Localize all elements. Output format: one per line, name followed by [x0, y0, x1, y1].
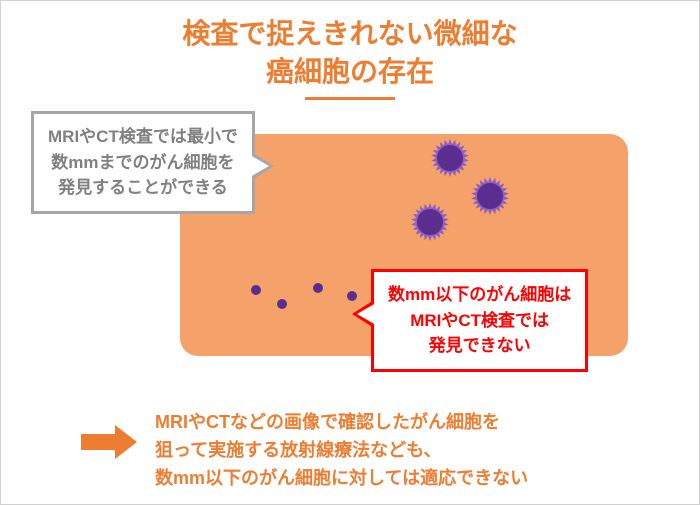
cancer-cell-small	[277, 299, 287, 309]
callout-bottom-tail-fill	[357, 303, 376, 325]
arrow-head	[115, 425, 137, 459]
callout-bottom-line2: MRIやCT検査では	[388, 308, 571, 334]
arrow-icon	[81, 429, 137, 455]
callout-bottom-line3: 発見できない	[388, 333, 571, 359]
conclusion-line3: 数mm以下のがん細胞に対しては適応できない	[155, 465, 528, 493]
title-line1: 検査で捉えきれない微細な	[1, 15, 699, 53]
callout-bottom-line1: 数mm以下のがん細胞は	[388, 282, 571, 308]
cancer-cell-large	[471, 177, 509, 215]
callout-top-tail-fill	[250, 155, 269, 177]
conclusion-line1: MRIやCTなどの画像で確認したがん細胞を	[155, 409, 528, 437]
title-underline	[305, 97, 395, 100]
page-title: 検査で捉えきれない微細な 癌細胞の存在	[1, 1, 699, 91]
cancer-cell-small	[251, 285, 261, 295]
callout-undetectable: 数mm以下のがん細胞は MRIやCT検査では 発見できない	[371, 269, 588, 372]
callout-top-line1: MRIやCT検査では最小で	[48, 124, 238, 150]
callout-top-line3: 発見することができる	[48, 175, 238, 201]
cancer-cell-large	[411, 203, 449, 241]
arrow-shaft	[81, 434, 115, 450]
cancer-cell-small	[313, 283, 323, 293]
callout-top-line2: 数mmまでのがん細胞を	[48, 150, 238, 176]
conclusion-line2: 狙って実施する放射線療法なども、	[155, 437, 528, 465]
conclusion-row: MRIやCTなどの画像で確認したがん細胞を 狙って実施する放射線療法なども、 数…	[81, 409, 528, 493]
title-line2: 癌細胞の存在	[1, 53, 699, 91]
cancer-cell-large	[431, 139, 469, 177]
callout-detectable: MRIやCT検査では最小で 数mmまでのがん細胞を 発見することができる	[31, 111, 255, 214]
conclusion-text: MRIやCTなどの画像で確認したがん細胞を 狙って実施する放射線療法なども、 数…	[155, 409, 528, 493]
